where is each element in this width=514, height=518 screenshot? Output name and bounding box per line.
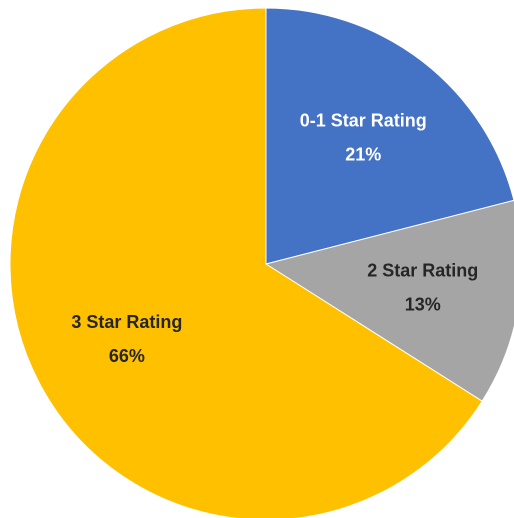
pie-slice — [9, 7, 483, 518]
pie-slice — [265, 7, 514, 265]
slice-value-label: 66% — [109, 346, 145, 366]
slice-label: 0-1 Star Rating — [300, 110, 427, 130]
pie-slice — [264, 199, 514, 402]
slice-value-label: 21% — [345, 144, 381, 164]
slice-label: 2 Star Rating — [367, 261, 478, 281]
slice-label: 3 Star Rating — [71, 312, 182, 332]
slice-value-label: 13% — [405, 295, 441, 315]
